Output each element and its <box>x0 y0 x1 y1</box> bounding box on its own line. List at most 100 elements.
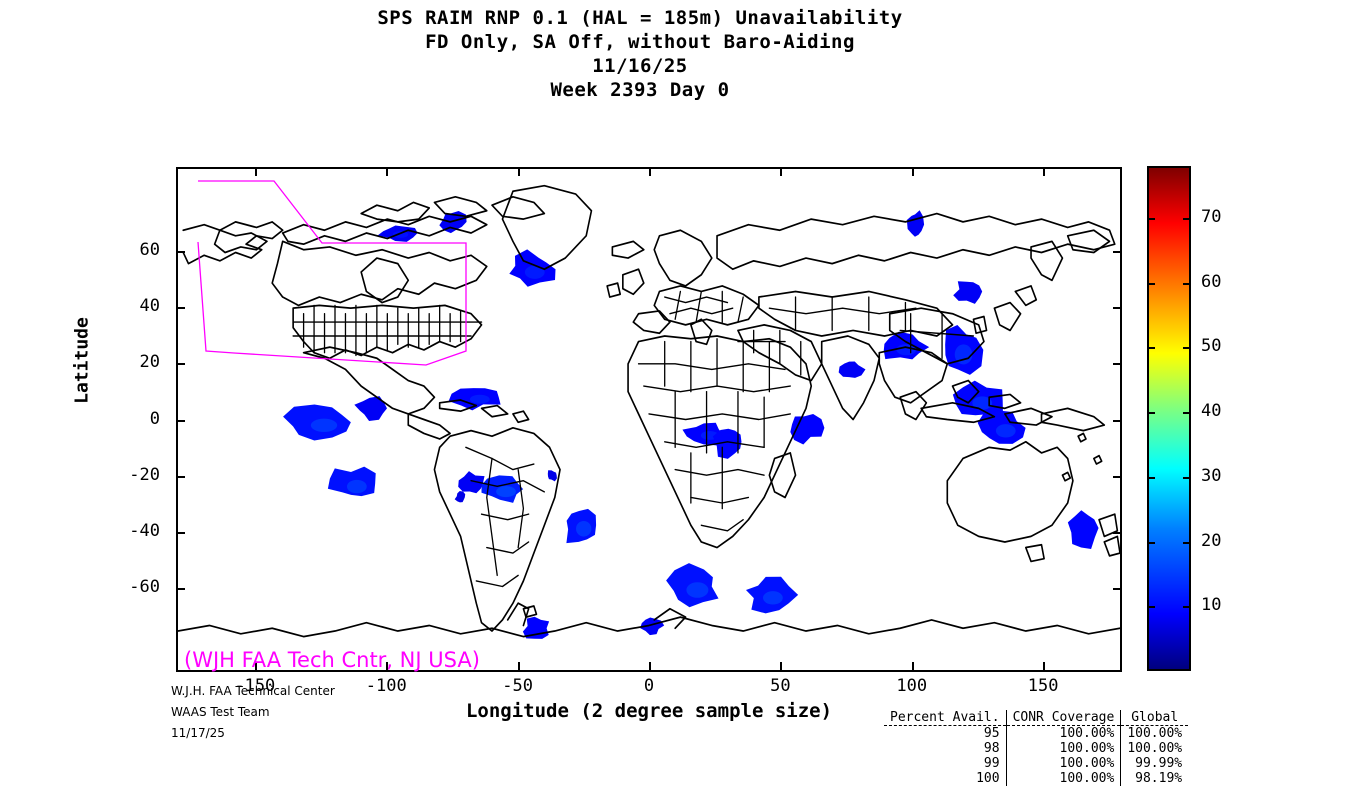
x-tick-label: 50 <box>770 676 791 696</box>
x-tick-mark-top <box>780 167 783 176</box>
title-line-3-date: 11/16/25 <box>592 55 688 77</box>
x-tick-mark <box>386 662 389 671</box>
credit-team: WAAS Test Team <box>171 705 270 719</box>
colorbar-tick-mark <box>1183 282 1191 285</box>
y-tick-mark-right <box>1113 307 1122 310</box>
colorbar-tick-mark <box>1147 541 1155 544</box>
stats-cell-global: 98.19% <box>1120 771 1189 786</box>
y-tick-label: 0 <box>149 408 160 429</box>
y-tick-mark-right <box>1113 251 1122 254</box>
y-tick-mark-right <box>1113 363 1122 366</box>
table-row: 99 100.00% 99.99% <box>884 756 1189 771</box>
outage-region-core <box>392 231 409 238</box>
stats-cell-percent: 99 <box>983 756 1000 771</box>
stats-cell-conus: 100.00% <box>1005 741 1121 756</box>
colorbar-tick-mark <box>1147 606 1155 609</box>
y-tick-mark <box>176 307 185 310</box>
colorbar-tick-label: 50 <box>1201 336 1222 357</box>
colorbar-tick-mark <box>1183 347 1191 350</box>
outage-region <box>354 396 387 422</box>
stats-cell-global: 100.00% <box>1120 725 1189 741</box>
x-axis-label: Longitude (2 degree sample size) <box>465 700 833 722</box>
x-tick-mark-top <box>1043 167 1046 176</box>
y-tick-label: -20 <box>129 464 160 485</box>
outage-region <box>1067 510 1099 550</box>
y-tick-mark-right <box>1113 419 1122 422</box>
colorbar-tick-mark <box>1183 606 1191 609</box>
x-tick-mark-top <box>386 167 389 176</box>
x-tick-label: -100 <box>365 676 407 696</box>
outage-region-core <box>995 424 1016 438</box>
outage-region-core <box>346 479 367 494</box>
title-line-2: FD Only, SA Off, without Baro-Aiding <box>425 31 855 53</box>
table-row: 98 100.00% 100.00% <box>884 741 1189 756</box>
stats-table-element: Percent Avail. CONR Coverage Global 95 10… <box>884 710 1189 786</box>
world-map-svg <box>178 169 1120 670</box>
colorbar-tick-label: 10 <box>1201 595 1222 616</box>
colorbar-container: 10 20 30 40 50 60 70 <box>1147 166 1221 671</box>
world-map-plot <box>176 167 1122 672</box>
outage-region-core <box>469 394 490 404</box>
x-tick-mark <box>649 662 651 671</box>
y-tick-label: -40 <box>129 520 160 541</box>
outage-region <box>838 361 866 378</box>
outage-region-core <box>763 591 783 605</box>
stats-header-row: Percent Avail. CONR Coverage Global <box>884 710 1189 726</box>
stats-cell-percent: 98 <box>983 741 1000 756</box>
x-tick-mark <box>911 662 914 671</box>
colorbar-tick-mark <box>1147 347 1155 350</box>
x-tick-mark <box>254 662 257 671</box>
colorbar-tick-label: 40 <box>1201 401 1222 422</box>
y-tick-mark <box>176 363 185 366</box>
chart-title-block: SPS RAIM RNP 0.1 (HAL = 185m) Unavailabi… <box>0 6 1280 102</box>
y-tick-mark <box>176 475 185 478</box>
y-tick-mark-right <box>1113 587 1122 590</box>
colorbar-tick-mark <box>1147 412 1155 415</box>
stats-header-global: Global <box>1120 710 1189 726</box>
x-tick-label: -50 <box>502 676 533 696</box>
x-tick-mark <box>1043 662 1046 671</box>
x-tick-label: -150 <box>234 676 276 696</box>
stats-cell-global: 100.00% <box>1120 741 1189 756</box>
outage-region <box>953 281 983 304</box>
y-tick-mark <box>176 419 185 422</box>
outage-region-core <box>972 396 993 410</box>
x-tick-mark-top <box>517 167 520 176</box>
outage-region-core <box>576 520 592 537</box>
y-tick-mark-right <box>1113 475 1122 478</box>
stats-cell-conus: 100.00% <box>1005 771 1121 786</box>
y-tick-mark-right <box>1113 531 1122 534</box>
outage-region-core <box>954 344 973 365</box>
table-row: 95 100.00% 100.00% <box>884 725 1189 741</box>
outage-region <box>790 413 825 445</box>
y-tick-label: 40 <box>139 296 160 317</box>
x-tick-label: 100 <box>896 676 928 696</box>
outage-region <box>547 470 557 482</box>
y-tick-label: 20 <box>139 352 160 373</box>
y-axis-label: Latitude <box>71 317 93 404</box>
credit-date: 11/17/25 <box>171 726 225 740</box>
colorbar-gradient <box>1147 166 1191 671</box>
colorbar-tick-mark <box>1183 412 1191 415</box>
y-tick-mark <box>176 251 185 254</box>
stats-cell-conus: 100.00% <box>1005 756 1121 771</box>
table-row: 100 100.00% 98.19% <box>884 771 1189 786</box>
colorbar-tick-mark <box>1183 217 1191 220</box>
colorbar-tick-label: 70 <box>1201 206 1222 227</box>
outage-region-core <box>496 486 516 498</box>
colorbar-tick-label: 30 <box>1201 465 1222 486</box>
outage-region <box>640 617 665 636</box>
x-tick-label: 0 <box>643 676 655 696</box>
stats-cell-percent: 95 <box>983 726 1000 741</box>
colorbar-tick-mark <box>1147 282 1155 285</box>
colorbar-tick-label: 60 <box>1201 271 1222 292</box>
stats-cell-global: 99.99% <box>1120 756 1189 771</box>
colorbar-tick-mark <box>1147 217 1155 220</box>
outage-region <box>458 471 485 494</box>
y-tick-label: -60 <box>129 576 160 597</box>
colorbar-tick-mark <box>1183 541 1191 544</box>
colorbar-tick-mark <box>1147 476 1155 479</box>
stats-header-conus: CONR Coverage <box>1005 710 1121 726</box>
colorbar-tick-mark <box>1183 476 1191 479</box>
x-tick-mark <box>517 662 520 671</box>
